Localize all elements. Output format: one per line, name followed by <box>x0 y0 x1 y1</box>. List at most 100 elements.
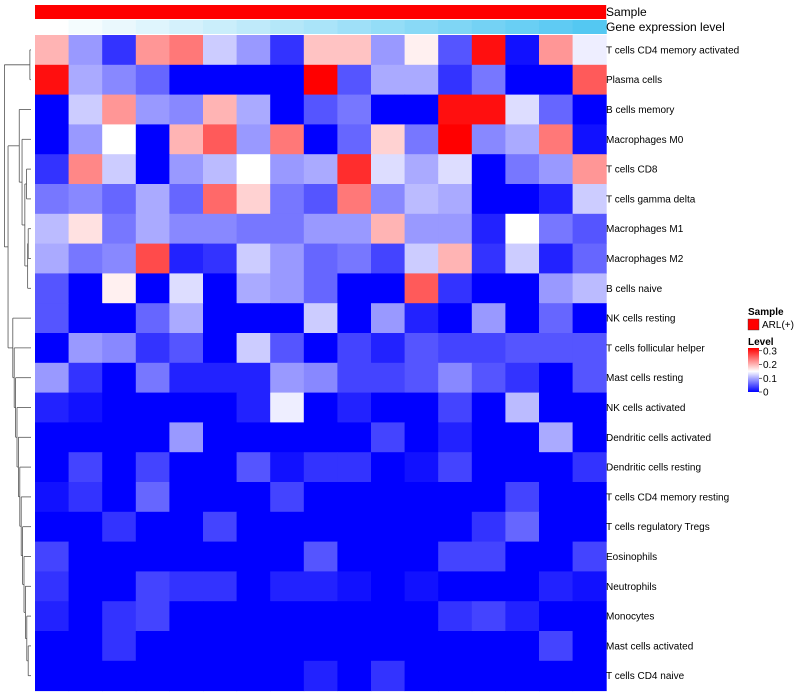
heatmap-cell <box>572 452 607 483</box>
heatmap-cell <box>35 333 70 364</box>
heatmap-cell <box>203 452 238 483</box>
heatmap-cell <box>102 124 137 155</box>
heatmap-cell <box>337 482 372 513</box>
heatmap-cell <box>270 482 305 513</box>
heatmap-cell <box>68 660 103 692</box>
heatmap-cell <box>270 601 305 632</box>
heatmap-cell <box>505 94 540 125</box>
heatmap-cell <box>539 511 574 543</box>
heatmap-cell <box>404 333 439 364</box>
heatmap-cell <box>102 94 137 125</box>
heatmap-cell <box>303 631 338 662</box>
heatmap-cell <box>203 482 238 513</box>
heatmap-cell <box>169 273 204 304</box>
heatmap-cell <box>135 35 170 66</box>
heatmap-cell <box>203 541 238 572</box>
heatmap-cell <box>169 333 204 364</box>
heatmap-cell <box>236 303 271 334</box>
heatmap-cell <box>303 154 338 185</box>
heatmap-cell <box>68 303 103 334</box>
heatmap-cell <box>270 124 305 155</box>
heatmap-cell <box>505 541 540 572</box>
annotation-expression-cell <box>169 20 204 34</box>
heatmap-cell <box>539 64 574 96</box>
heatmap-cell <box>169 243 204 274</box>
heatmap-cell <box>135 333 170 364</box>
heatmap-cell <box>236 213 271 245</box>
legend-tick-label: 0.3 <box>763 346 777 357</box>
heatmap-cell <box>169 482 204 513</box>
row-label: Mast cells activated <box>606 641 693 652</box>
heatmap-cell <box>471 571 506 602</box>
heatmap-cell <box>236 541 271 572</box>
heatmap-cell <box>337 571 372 602</box>
heatmap-cell <box>337 124 372 155</box>
heatmap-cell <box>203 571 238 602</box>
heatmap-cell <box>505 184 540 215</box>
heatmap-cell <box>270 333 305 364</box>
heatmap-cell <box>203 660 238 692</box>
heatmap-cell <box>68 631 103 662</box>
legend-sample-swatch <box>747 318 760 331</box>
heatmap-cell <box>572 482 607 513</box>
heatmap-cell <box>270 184 305 215</box>
heatmap-cell <box>35 184 70 215</box>
heatmap-cell <box>135 392 170 423</box>
heatmap-cell <box>102 452 137 483</box>
heatmap-cell <box>505 422 540 453</box>
heatmap-cell <box>572 601 607 632</box>
heatmap-cell <box>270 511 305 543</box>
heatmap-cell <box>539 333 574 364</box>
heatmap-cell <box>102 273 137 304</box>
legend: Sample ARL(+) Level 0.3 0.2 0.1 0 <box>747 307 794 399</box>
heatmap-cell <box>471 362 506 394</box>
heatmap-cell <box>438 631 473 662</box>
heatmap-cell <box>337 362 372 394</box>
heatmap-cell <box>505 273 540 304</box>
heatmap-cell <box>337 601 372 632</box>
heatmap-cell <box>236 511 271 543</box>
heatmap-cell <box>539 631 574 662</box>
heatmap-cell <box>505 303 540 334</box>
heatmap-cell <box>438 541 473 572</box>
heatmap-cell <box>471 511 506 543</box>
heatmap-cell <box>539 213 574 245</box>
heatmap-cell <box>270 35 305 66</box>
heatmap-cell <box>236 124 271 155</box>
row-label: T cells CD4 memory activated <box>606 45 739 56</box>
heatmap-cell <box>203 35 238 66</box>
legend-level-title: Level <box>748 337 774 348</box>
heatmap-cell <box>68 184 103 215</box>
heatmap-cell <box>404 511 439 543</box>
row-label: T cells CD8 <box>606 165 658 176</box>
heatmap-cell <box>169 303 204 334</box>
heatmap-cell <box>68 601 103 632</box>
heatmap-cell <box>35 35 70 66</box>
heatmap-cell <box>236 362 271 394</box>
heatmap-cell <box>135 541 170 572</box>
heatmap-cell <box>35 422 70 453</box>
heatmap-cell <box>270 362 305 394</box>
row-label: Neutrophils <box>606 582 657 593</box>
heatmap-cell <box>505 362 540 394</box>
heatmap-cell <box>236 243 271 274</box>
heatmap-cell <box>371 213 406 245</box>
heatmap-cell <box>539 273 574 304</box>
heatmap-cell <box>102 362 137 394</box>
heatmap-cell <box>270 243 305 274</box>
heatmap-cell <box>270 422 305 453</box>
heatmap-cell <box>505 571 540 602</box>
heatmap-cell <box>539 660 574 692</box>
annotation-expression-cell <box>572 20 607 34</box>
heatmap-cell <box>572 124 607 155</box>
heatmap-cell <box>303 213 338 245</box>
heatmap-cell <box>471 213 506 245</box>
heatmap-cell <box>572 541 607 572</box>
heatmap-cell <box>102 601 137 632</box>
heatmap-cell <box>505 482 540 513</box>
heatmap-cell <box>371 541 406 572</box>
legend-level-ticks: 0.3 0.2 0.1 0 <box>759 346 777 399</box>
heatmap-cell <box>270 94 305 125</box>
heatmap-cell <box>303 660 338 692</box>
heatmap-cell <box>236 392 271 423</box>
